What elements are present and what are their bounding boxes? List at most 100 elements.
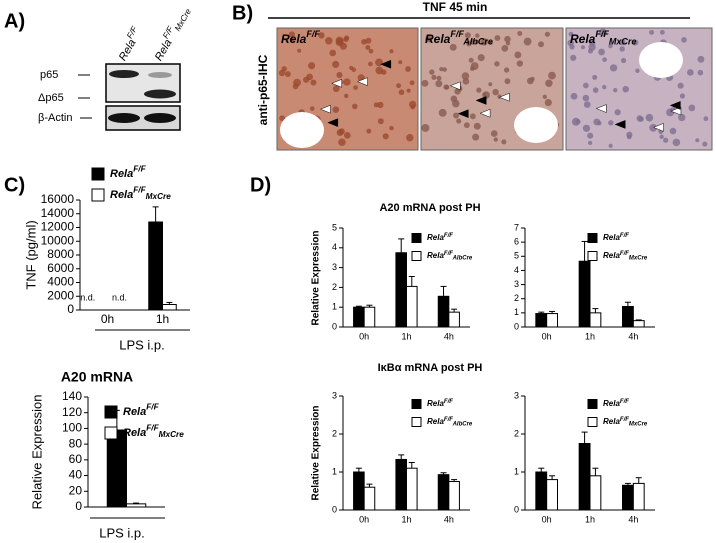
nucleus xyxy=(602,57,607,62)
nucleus xyxy=(389,49,394,54)
nucleus xyxy=(469,113,476,120)
y-tick-label: 0 xyxy=(75,499,82,513)
x-tick-label: 0h xyxy=(359,331,369,341)
y-tick-label: 5 xyxy=(514,251,519,261)
bar xyxy=(126,503,147,508)
x-tick-label: 4h xyxy=(628,514,638,524)
nucleus xyxy=(609,64,618,72)
y-tick-label: 6000 xyxy=(47,261,74,275)
nucleus xyxy=(659,134,664,139)
nucleus xyxy=(687,69,694,76)
bar xyxy=(448,311,460,328)
nucleus xyxy=(598,28,607,37)
y-tick-label: 80 xyxy=(69,436,83,450)
nucleus xyxy=(480,38,488,46)
label: RelaF/F xyxy=(427,232,453,242)
arrowhead xyxy=(327,118,339,127)
y-tick-label: 140 xyxy=(62,389,82,403)
nucleus xyxy=(456,118,462,124)
nucleus xyxy=(405,66,411,72)
bar xyxy=(437,474,450,511)
label-sup: F/F xyxy=(620,232,629,238)
nucleus xyxy=(477,54,485,62)
nucleus xyxy=(339,42,347,50)
bar xyxy=(632,482,645,511)
legend-swatch xyxy=(587,399,598,409)
nucleus xyxy=(620,57,627,64)
nucleus xyxy=(325,37,333,45)
label-sup: F/F xyxy=(444,398,453,404)
y-tick-label: 0 xyxy=(67,302,74,316)
nucleus xyxy=(435,80,443,88)
nucleus xyxy=(598,48,605,56)
nucleus xyxy=(475,33,480,38)
chart-title: IκBα mRNA post PH xyxy=(378,362,483,374)
label-base: Rela xyxy=(603,417,620,426)
y-tick-label: 3 xyxy=(332,262,337,272)
nucleus xyxy=(425,35,433,43)
nucleus xyxy=(398,60,403,65)
arrowhead xyxy=(498,92,510,102)
bar xyxy=(589,475,602,511)
nucleus xyxy=(438,108,447,117)
label-base: Rela xyxy=(603,251,620,260)
y-tick-label: 16000 xyxy=(41,192,75,206)
label: RelaF/FMxCre xyxy=(110,186,171,202)
nucleus xyxy=(335,36,344,45)
y-tick-label: 6 xyxy=(514,237,519,247)
nucleus xyxy=(352,103,358,110)
nucleus xyxy=(289,37,295,43)
nucleus xyxy=(308,62,316,70)
y-tick-label: 1 xyxy=(332,466,337,476)
label-sup: F/F xyxy=(620,250,629,256)
y-tick-label: 10000 xyxy=(41,233,75,247)
arrowhead xyxy=(331,79,343,88)
label-base: Rela xyxy=(427,399,444,408)
nucleus xyxy=(492,88,499,96)
nucleus xyxy=(366,128,372,134)
y-tick-label: 5 xyxy=(332,222,337,232)
label-sup: F/F xyxy=(306,30,320,40)
bar xyxy=(395,252,407,328)
annotation: n.d. xyxy=(80,292,95,302)
bar xyxy=(363,486,376,511)
nucleus xyxy=(463,122,470,129)
label: RelaF/FMxCre xyxy=(150,4,193,64)
nucleus xyxy=(292,83,299,90)
bar xyxy=(406,285,418,328)
nucleus xyxy=(622,85,629,93)
label: RelaF/F xyxy=(603,398,629,408)
nucleus xyxy=(353,85,358,90)
x-tick-label: 4h xyxy=(444,514,454,524)
nucleus xyxy=(503,67,510,73)
band-label: p65 xyxy=(40,69,58,81)
nucleus xyxy=(608,143,613,148)
x-tick-label: 1h xyxy=(401,331,411,341)
arrowhead xyxy=(595,104,607,113)
label-sup: F/F xyxy=(146,424,159,433)
nucleus xyxy=(548,71,556,80)
nucleus xyxy=(697,55,705,63)
label-sup: F/F xyxy=(444,416,453,422)
nucleus xyxy=(332,85,340,93)
bar xyxy=(363,306,376,328)
nucleus xyxy=(649,29,655,35)
nucleus xyxy=(638,116,644,122)
blot xyxy=(78,63,181,131)
nucleus xyxy=(669,127,677,135)
nucleus xyxy=(688,104,696,112)
nucleus xyxy=(538,41,544,48)
bar xyxy=(578,260,591,328)
nucleus xyxy=(614,109,621,116)
nucleus xyxy=(672,138,681,147)
label: RelaF/FAlbCre xyxy=(427,250,473,261)
nucleus xyxy=(597,120,602,126)
legend-swatch xyxy=(587,251,598,261)
label-base: Rela xyxy=(117,37,139,63)
label: RelaF/F xyxy=(603,232,629,242)
nucleus xyxy=(570,92,578,100)
bar xyxy=(546,313,559,328)
nucleus xyxy=(461,72,470,80)
nucleus xyxy=(453,112,460,119)
panel-label: A) xyxy=(4,10,25,32)
